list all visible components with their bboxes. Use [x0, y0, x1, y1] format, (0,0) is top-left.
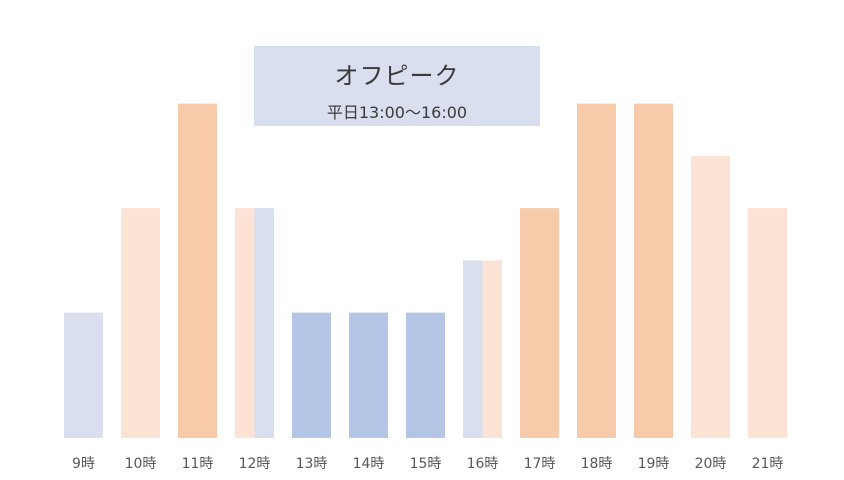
x-tick-label: 16時 [467, 456, 499, 472]
bar-14時 [349, 312, 388, 438]
x-tick-label: 9時 [72, 456, 95, 472]
bar-19時 [634, 103, 673, 438]
x-tick-label: 17時 [524, 456, 556, 472]
x-tick-label: 21時 [752, 456, 784, 472]
bar-17時 [520, 208, 559, 438]
bar-12時-part-2 [254, 208, 274, 438]
bar-20時 [691, 155, 730, 438]
x-tick-label: 20時 [695, 456, 727, 472]
x-tick-label: 18時 [581, 456, 613, 472]
bar-10時 [121, 208, 160, 438]
x-tick-label: 10時 [125, 456, 157, 472]
bar-15時 [406, 312, 445, 438]
chart-subtitle: 平日13:00〜16:00 [326, 103, 468, 122]
bars-group [64, 103, 787, 438]
bar-11時 [178, 103, 217, 438]
bar-16時-part-2 [482, 260, 502, 438]
bar-12時-part-1 [235, 208, 255, 438]
x-axis-tick-labels: 9時 10時 11時 12時 13時 14時 15時 16時 17時 18時 19時 20時 21時 [72, 456, 783, 472]
bar-9時 [64, 312, 103, 438]
offpeak-callout: オフピーク 平日13:00〜16:00 [254, 46, 540, 126]
bar-13時 [292, 312, 331, 438]
x-tick-label: 15時 [410, 456, 442, 472]
x-tick-label: 14時 [353, 456, 385, 472]
bar-16時-part-1 [463, 260, 483, 438]
bar-21時 [748, 208, 787, 438]
chart-title: オフピーク [334, 62, 460, 90]
x-tick-label: 13時 [296, 456, 328, 472]
x-tick-label: 11時 [182, 456, 214, 472]
x-tick-label: 12時 [239, 456, 271, 472]
x-tick-label: 19時 [638, 456, 670, 472]
bar-18時 [577, 103, 616, 438]
